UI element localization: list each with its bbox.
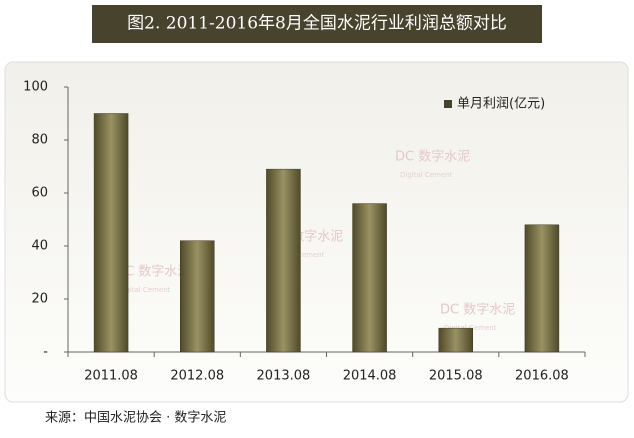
bar (524, 224, 560, 353)
bar (352, 203, 387, 353)
x-tick-label: 2011.08 (84, 369, 138, 384)
watermark-sub: Digital Cement (400, 171, 453, 179)
y-tick-label: 20 (31, 292, 48, 307)
legend-label: 单月利润(亿元) (457, 97, 545, 112)
bar (438, 327, 473, 353)
watermark: DC 数字水泥 (395, 150, 470, 165)
x-tick-label: 2016.08 (515, 369, 569, 384)
x-tick-label: 2014.08 (343, 369, 397, 384)
title-banner (92, 5, 542, 43)
bar (180, 240, 215, 353)
y-tick-label: 100 (23, 80, 48, 95)
x-tick-label: 2012.08 (170, 369, 224, 384)
bar (266, 168, 301, 353)
watermark-sub: Digital Cement (118, 286, 171, 294)
y-tick-label: 40 (31, 239, 48, 254)
bar (93, 113, 129, 353)
chart-title: 图2. 2011-2016年8月全国水泥行业利润总额对比 (127, 14, 507, 34)
watermark: DC 数字水泥 (440, 303, 515, 318)
y-tick-label: 60 (31, 186, 48, 201)
y-tick-label: - (43, 345, 48, 360)
plot-background (4, 61, 629, 403)
x-tick-label: 2015.08 (429, 369, 483, 384)
x-tick-label: 2013.08 (257, 369, 311, 384)
watermark: DC 数字水泥 (115, 265, 190, 280)
y-tick-label: 80 (31, 133, 48, 148)
legend-swatch (444, 100, 452, 108)
source-note: 来源：中国水泥协会 · 数字水泥 (45, 411, 226, 426)
